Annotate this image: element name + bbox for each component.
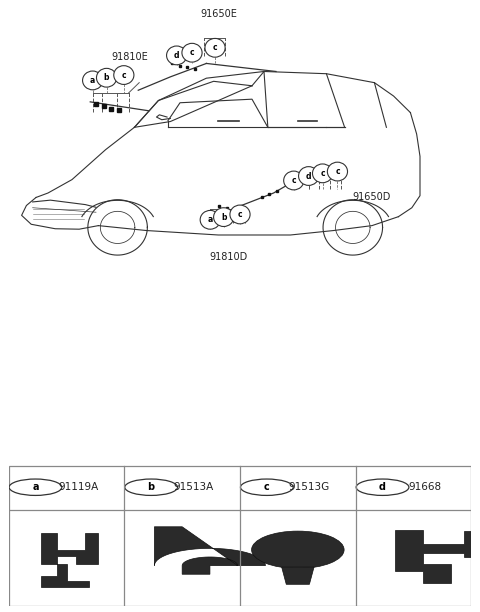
Text: 91513A: 91513A (174, 482, 214, 492)
Circle shape (167, 46, 187, 65)
Circle shape (200, 211, 220, 229)
Polygon shape (41, 532, 98, 587)
Text: 91650D: 91650D (353, 192, 391, 203)
Text: b: b (221, 212, 227, 222)
Polygon shape (155, 527, 265, 574)
Circle shape (299, 166, 319, 185)
Circle shape (83, 71, 103, 90)
Text: c: c (291, 176, 296, 185)
Polygon shape (282, 567, 314, 584)
Text: b: b (147, 482, 155, 492)
Circle shape (182, 43, 202, 62)
Text: c: c (335, 167, 340, 176)
Circle shape (125, 479, 178, 496)
Ellipse shape (252, 531, 344, 569)
Text: 91810D: 91810D (209, 252, 248, 261)
Text: d: d (306, 171, 312, 181)
Circle shape (230, 205, 250, 224)
Text: 91810E: 91810E (111, 51, 148, 62)
Text: d: d (379, 482, 386, 492)
Text: 91668: 91668 (408, 482, 442, 492)
Text: c: c (238, 210, 242, 219)
Text: c: c (190, 48, 194, 57)
Circle shape (312, 164, 333, 183)
Text: a: a (90, 76, 95, 85)
Text: 91650E: 91650E (200, 9, 237, 19)
Text: 91513G: 91513G (289, 482, 330, 492)
Circle shape (214, 207, 234, 226)
Circle shape (284, 171, 304, 190)
Text: c: c (213, 43, 217, 52)
Circle shape (240, 479, 293, 496)
Text: a: a (208, 215, 213, 225)
Text: c: c (264, 482, 270, 492)
Text: b: b (104, 73, 109, 82)
Text: 91119A: 91119A (58, 482, 98, 492)
Circle shape (114, 65, 134, 84)
Circle shape (327, 162, 348, 181)
Circle shape (356, 479, 409, 496)
Circle shape (96, 69, 117, 87)
Text: c: c (121, 70, 126, 80)
Text: a: a (32, 482, 39, 492)
Circle shape (205, 39, 225, 57)
Circle shape (9, 479, 62, 496)
Text: d: d (174, 51, 180, 60)
Polygon shape (395, 529, 480, 583)
Text: c: c (320, 169, 325, 178)
